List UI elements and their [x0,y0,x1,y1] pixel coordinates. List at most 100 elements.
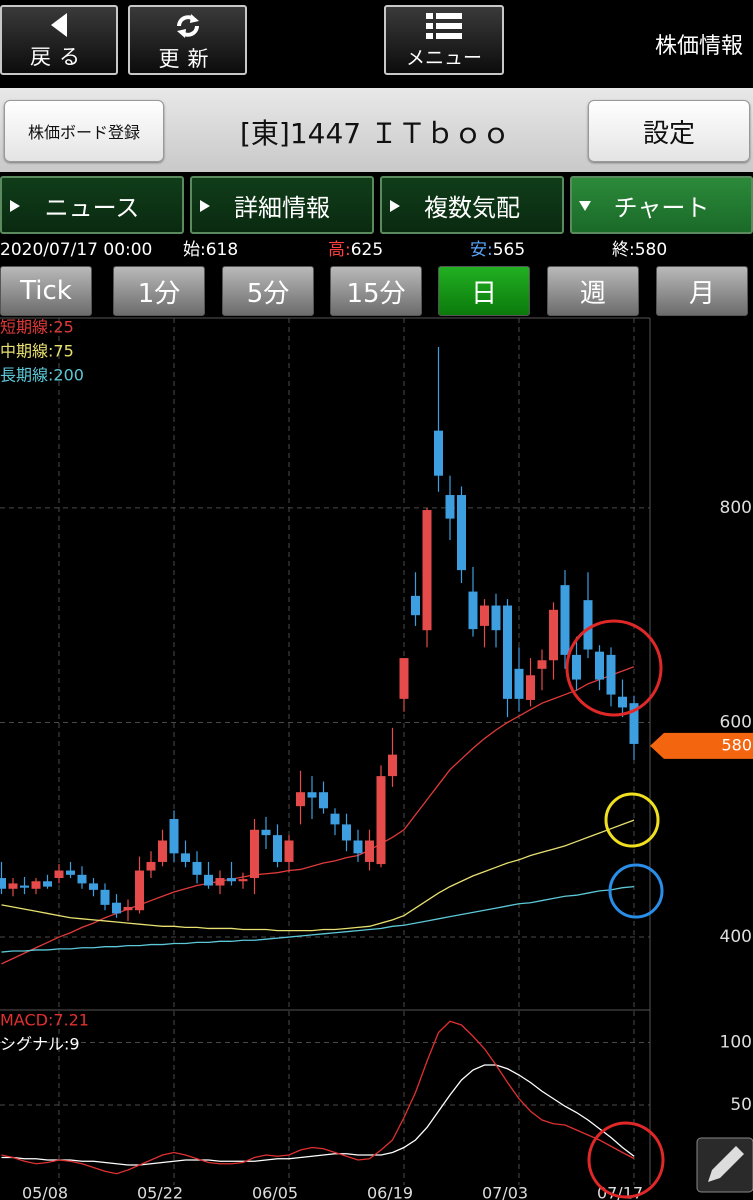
low-value: 565 [492,240,526,260]
candle-body [537,660,547,669]
candle-body [181,853,190,862]
legend-entry: 短期線:25 [0,318,74,337]
app-title: 株価情報 [655,34,744,59]
register-button[interactable]: 株価ボード登録 [4,100,164,162]
candle-body [491,605,501,631]
high-value: 625 [350,240,384,260]
settings-button[interactable]: 設定 [588,100,750,162]
x-tick-label: 06/05 [252,1184,298,1200]
back-button[interactable]: 戻る [0,5,118,75]
x-tick-label: 05/08 [22,1184,68,1200]
legend-entry: 長期線:200 [0,366,84,385]
moving-average-line [1,819,635,932]
info-datetime: 2020/07/17 00:00 [0,240,153,260]
candle-body [31,881,41,889]
info-low: 安:565 [470,238,525,262]
candle-body [445,495,455,519]
macd-line [1,1064,635,1166]
refresh-label: 更新 [158,47,217,71]
stock-title: [東]1447 ＩＴｂｏｏ [239,117,510,150]
candle-body [77,874,87,884]
arrow-shape [200,200,210,212]
candle-body [618,696,627,708]
info-open: 始:618 [183,238,238,262]
candle-body [434,430,443,476]
candle-body [192,861,202,875]
legend-entry: シグナル:9 [0,1035,80,1054]
tab[interactable]: 複数気配 [380,176,564,234]
period-button[interactable]: 1分 [113,266,205,316]
y2-tick-label: 50 [730,1095,752,1115]
tab[interactable]: ニュース [0,176,184,234]
candle-body [204,874,213,886]
tab[interactable]: 詳細情報 [190,176,374,234]
y2-tick-label: 100 [720,1033,752,1053]
annotation-circle [565,619,663,717]
candle-body [66,870,75,875]
period-button[interactable]: 15分 [330,266,422,316]
menu-label: メニュー [405,47,482,69]
candle-body [457,495,466,571]
macd-line [1,1020,635,1175]
candle-body [273,835,282,862]
candle-body [158,840,167,862]
candle-body [560,585,570,655]
period-button[interactable]: Tick [0,266,92,316]
candle-body [112,902,121,914]
candle-body [388,754,397,777]
x-tick-label: 05/22 [137,1184,183,1200]
refresh-button[interactable]: 更新 [128,5,247,75]
x-tick-label: 07/03 [482,1184,528,1200]
candle-body [89,883,98,890]
info-close: 終:580 [612,238,667,262]
candle-body [135,870,144,911]
tab[interactable]: チャート [570,176,753,234]
candle-body [480,605,489,626]
y-tick-label: 600 [720,712,752,732]
close-value: 580 [634,240,668,260]
candle-body [572,654,581,680]
candle-body [503,605,512,699]
open-label: 始: [183,240,206,260]
period-button[interactable]: 5分 [222,266,314,316]
candle-body [411,595,420,616]
high-label: 高: [328,240,351,260]
candle-body [261,829,271,836]
candle-body [365,840,374,862]
tab-arrow [200,200,210,212]
arrow-shape [390,200,400,212]
arrow-shape [10,200,20,212]
legend-entry: MACD:7.21 [0,1011,89,1030]
annotation-circle [604,792,660,848]
candle-body [169,819,179,854]
candle-body [353,840,363,854]
candle-body [595,651,604,680]
price-tag-label: 580 [721,735,752,754]
period-button[interactable]: 日 [438,266,530,316]
candle-body [250,829,259,879]
candle-body [0,878,6,889]
candle-body [20,885,29,888]
candle-body [606,654,616,695]
period-button[interactable]: 月 [656,266,748,316]
candle-body [307,792,317,798]
candle-body [146,861,156,871]
candle-body [549,609,558,661]
period-button[interactable]: 週 [547,266,639,316]
tab-label: 詳細情報 [234,193,330,222]
candle-body [296,792,305,807]
candle-body [319,792,328,809]
candle-body [284,840,294,862]
annotations [565,619,665,1199]
tab-label: チャート [613,193,710,222]
candle-body [238,879,248,882]
tab-arrow [390,200,400,212]
menu-button[interactable]: メニュー [384,5,504,75]
arrow-shape [579,201,591,211]
candle-body [583,600,593,650]
candle-body [8,883,18,889]
close-label: 終: [612,240,635,260]
open-value: 618 [205,240,239,260]
info-high: 高:625 [328,238,383,262]
